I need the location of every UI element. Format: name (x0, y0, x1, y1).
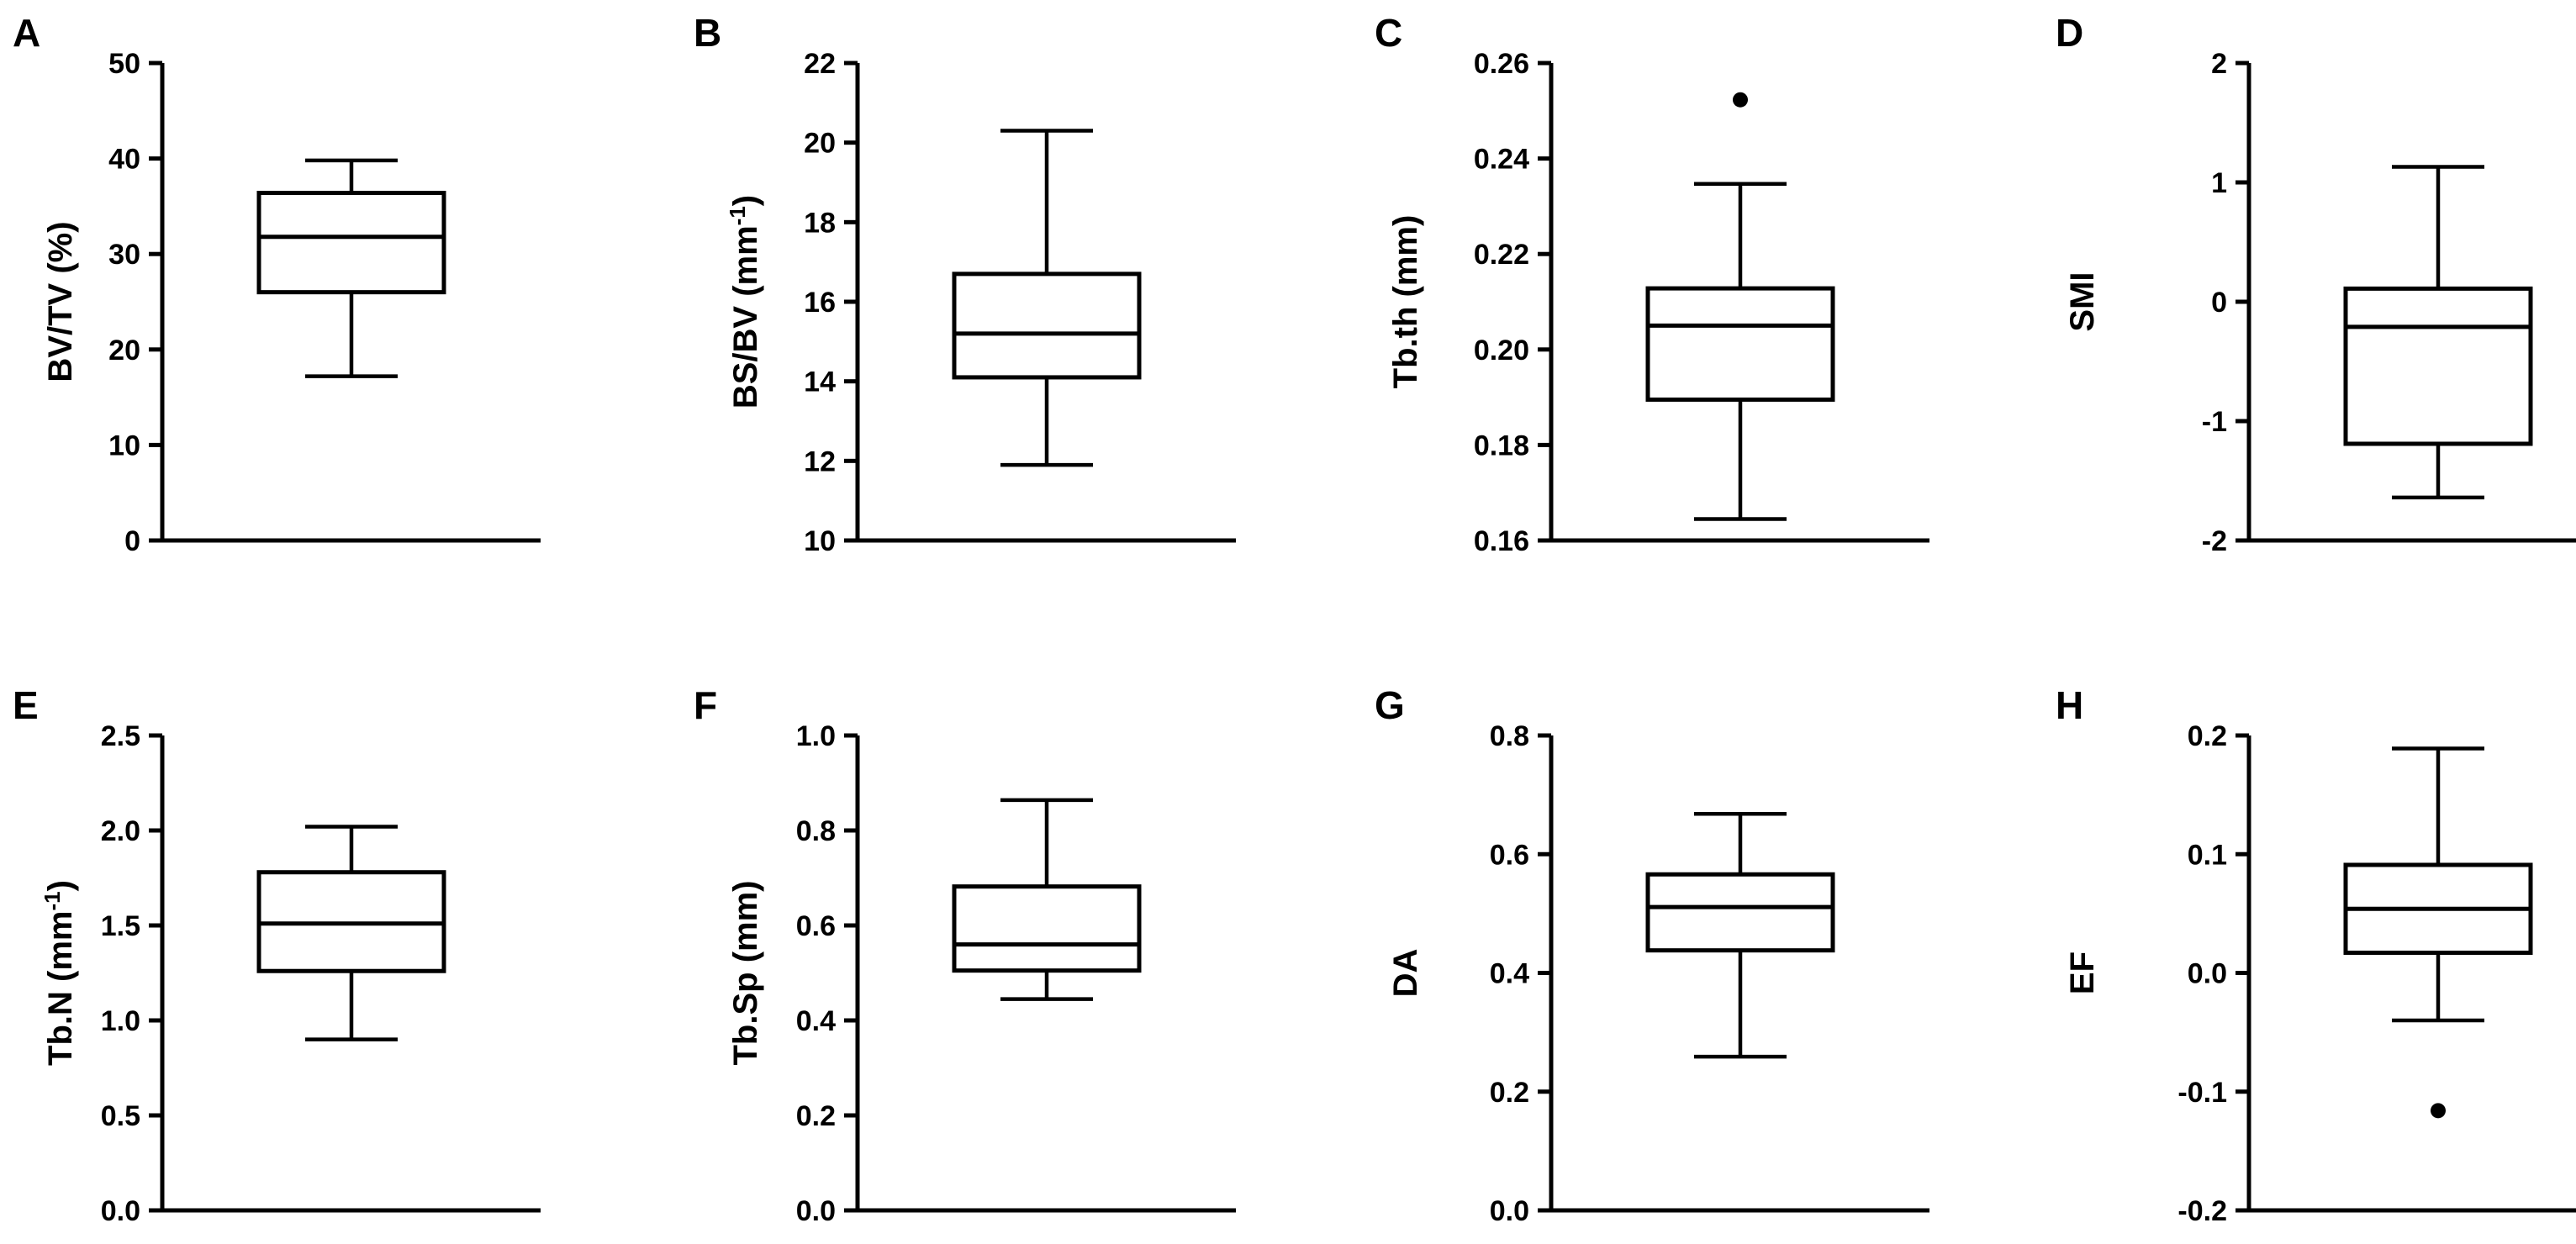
panel-a: A 0 10 20 30 40 50 BV/TV (%) (13, 11, 541, 557)
y-tick-label: 2.0 (101, 815, 140, 847)
y-tick-label: 20 (804, 128, 836, 160)
panel-letter: E (13, 683, 39, 727)
y-tick-label: 40 (108, 144, 140, 176)
y-axis-label-text: DA (1387, 949, 1424, 998)
y-tick-label: 0.6 (1490, 839, 1529, 871)
y-tick-label: 0.0 (796, 1195, 836, 1227)
y-tick-label: 1.5 (101, 910, 140, 942)
y-tick-label: 0.2 (1490, 1077, 1529, 1109)
y-tick-label: 20 (108, 335, 140, 366)
panel-h: H -0.2 -0.1 0.0 0.1 0.2 EF (2056, 683, 2576, 1227)
y-tick-label: 0.0 (101, 1195, 140, 1227)
panel-c: C 0.16 0.18 0.20 0.22 0.24 0.26 Tb.th (mm) (1375, 11, 1929, 557)
y-axis-label-text: Tb.th (mm) (1387, 215, 1424, 389)
y-axis-label: BS/BV (mm-1) (725, 195, 764, 409)
y-tick-label: 0.18 (1474, 430, 1529, 461)
panel-letter: A (13, 11, 40, 55)
y-tick-label: 0.1 (2188, 839, 2227, 871)
y-tick-label: 10 (108, 430, 140, 461)
y-axis-label-suffix: ) (727, 195, 764, 206)
iqr-box (1645, 872, 1835, 953)
iqr-box (952, 271, 1142, 380)
y-axis-label-text: BV/TV (%) (42, 221, 79, 382)
y-tick-label: 0.0 (2188, 958, 2227, 990)
panel-b: B 10 12 14 16 18 20 22 BS/BV (mm-1) (694, 11, 1236, 557)
outlier-point (2431, 1103, 2446, 1119)
y-axis-label: SMI (2064, 271, 2101, 331)
iqr-box (952, 884, 1142, 973)
panel-letter: H (2056, 683, 2083, 727)
y-tick-label: 18 (804, 207, 836, 239)
y-tick-label: 0.4 (796, 1005, 836, 1037)
y-tick-label: 0.8 (796, 815, 836, 847)
y-tick-label: 0.24 (1474, 144, 1529, 176)
y-tick-label: 30 (108, 239, 140, 271)
y-axis-label: Tb.th (mm) (1387, 215, 1424, 389)
iqr-box (1645, 286, 1835, 402)
iqr-box (256, 190, 446, 295)
y-tick-label: -0.1 (2177, 1077, 2227, 1109)
y-tick-label: 0.8 (1490, 720, 1529, 752)
y-tick-label: 1.0 (796, 720, 836, 752)
y-tick-label: 50 (108, 48, 140, 80)
y-tick-label: 0 (124, 525, 140, 557)
iqr-box (2343, 286, 2533, 446)
y-tick-label: 16 (804, 287, 836, 319)
y-axis-label: DA (1387, 949, 1424, 998)
y-tick-label: 0.22 (1474, 239, 1529, 271)
y-axis-label-text: EF (2064, 951, 2101, 994)
panel-letter: D (2056, 11, 2083, 55)
y-axis-label: EF (2064, 951, 2101, 994)
y-tick-label: -0.2 (2177, 1195, 2227, 1227)
panel-g: G 0.0 0.2 0.4 0.6 0.8 DA (1375, 683, 1929, 1227)
y-tick-label: 1 (2211, 167, 2227, 199)
y-tick-label: 0.0 (1490, 1195, 1529, 1227)
panel-f: F 0.0 0.2 0.4 0.6 0.8 1.0 Tb.Sp (mm) (694, 683, 1236, 1227)
y-axis-label-text: Tb.Sp (mm) (727, 881, 764, 1066)
y-tick-label: 14 (804, 366, 836, 398)
y-tick-label: 0.16 (1474, 525, 1529, 557)
y-tick-label: 12 (804, 445, 836, 477)
y-tick-label: 22 (804, 48, 836, 80)
y-axis-label-superscript: -1 (725, 206, 750, 225)
y-tick-label: 0.4 (1490, 958, 1529, 990)
y-axis-label-suffix: ) (42, 880, 79, 891)
y-axis-label-text: SMI (2064, 271, 2101, 331)
y-tick-label: 0.5 (101, 1100, 140, 1132)
y-axis-label-text: Tb.N (mm (42, 911, 79, 1066)
y-tick-label: 0.2 (2188, 720, 2227, 752)
y-tick-label: 0.20 (1474, 335, 1529, 366)
outlier-point (1733, 92, 1748, 108)
y-axis-label-superscript: -1 (40, 891, 65, 910)
y-tick-label: 1.0 (101, 1005, 140, 1037)
panel-letter: C (1375, 11, 1402, 55)
y-axis-label-text: BS/BV (mm (727, 225, 764, 409)
panel-d: D -2 -1 0 1 2 SMI (2056, 11, 2576, 557)
y-tick-label: 0.26 (1474, 48, 1529, 80)
y-tick-label: 0.6 (796, 910, 836, 942)
panel-letter: F (694, 683, 717, 727)
y-axis-label: Tb.Sp (mm) (727, 881, 764, 1066)
y-axis-label: BV/TV (%) (42, 221, 79, 382)
y-tick-label: -2 (2202, 525, 2227, 557)
y-tick-label: 2.5 (101, 720, 140, 752)
panel-letter: G (1375, 683, 1405, 727)
panel-e: E 0.0 0.5 1.0 1.5 2.0 2.5 Tb.N (mm-1) (13, 683, 541, 1227)
y-tick-label: -1 (2202, 406, 2227, 438)
y-tick-label: 0.2 (796, 1100, 836, 1132)
y-tick-label: 2 (2211, 48, 2227, 80)
y-axis-label: Tb.N (mm-1) (40, 880, 79, 1066)
y-tick-label: 0 (2211, 287, 2227, 319)
panel-letter: B (694, 11, 721, 55)
y-tick-label: 10 (804, 525, 836, 557)
